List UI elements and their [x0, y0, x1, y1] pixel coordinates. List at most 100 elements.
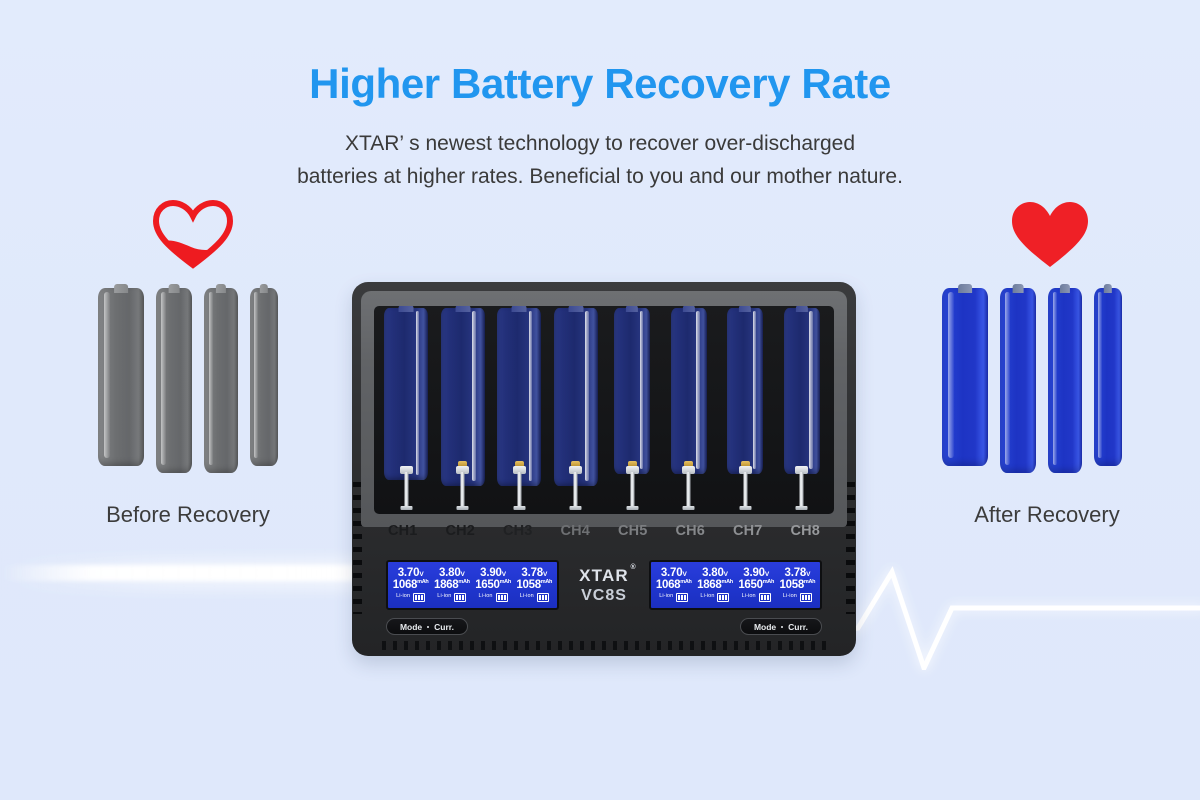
model-name: VC8S [581, 586, 627, 604]
battery-level-icon [495, 592, 508, 602]
spring-contact-ch8 [795, 464, 809, 510]
display-area: 3.70V 1068mAh Li-ion 3.80V 1868mAh Li-io… [386, 558, 822, 612]
brand-name: XTAR [579, 565, 629, 585]
after-battery-1 [942, 284, 988, 466]
lcd-cell-1: 3.70V 1068mAh Li-ion [390, 565, 431, 605]
lcd-voltage-unit: V [723, 571, 728, 579]
lcd-capacity-unit: mAh [721, 579, 733, 586]
battery-bay [374, 306, 834, 514]
channel-label-ch7: CH7 [732, 523, 763, 539]
channel-label-ch4: CH4 [560, 523, 591, 539]
lcd-capacity: 1868 [697, 579, 722, 591]
slot-ch4[interactable] [548, 306, 605, 514]
lcd-cell-6: 3.80V 1868mAh Li-ion [694, 565, 735, 605]
lcd-cell-2: 3.80V 1868mAh Li-ion [431, 565, 472, 605]
lcd-capacity: 1058 [516, 579, 541, 591]
page-title: Higher Battery Recovery Rate [309, 60, 891, 107]
lcd-capacity-unit: mAh [417, 579, 429, 586]
lcd-capacity-unit: mAh [680, 579, 692, 586]
lcd-capacity: 1650 [738, 579, 763, 591]
channel-label-ch3: CH3 [502, 523, 533, 539]
after-battery-2 [1000, 284, 1036, 473]
channel-label-ch1: CH1 [387, 523, 418, 539]
lcd-voltage-unit: V [460, 571, 465, 579]
battery-level-icon [717, 592, 730, 602]
lcd-voltage: 3.90 [743, 567, 765, 580]
mode-curr-button-left[interactable]: Mode Curr. [386, 618, 468, 635]
lcd-chemistry: Li-ion [519, 593, 534, 600]
slot-ch1[interactable] [378, 306, 435, 514]
page-subtitle: XTAR’ s newest technology to recover ove… [0, 127, 1200, 193]
lcd-chemistry: Li-ion [396, 593, 411, 600]
curr-label: Curr. [434, 621, 455, 632]
lcd-voltage-unit: V [764, 571, 770, 579]
lcd-cell-4: 3.78V 1058mAh Li-ion [514, 565, 555, 605]
lcd-chemistry: Li-ion [659, 593, 674, 600]
bottom-vent-slots [382, 641, 826, 650]
lcd-chemistry: Li-ion [700, 593, 715, 600]
before-battery-4 [250, 284, 278, 466]
lcd-capacity: 1068 [655, 579, 681, 591]
mode-curr-button-right[interactable]: Mode Curr. [740, 618, 822, 635]
before-battery-row [38, 284, 338, 488]
battery-level-icon [536, 592, 549, 602]
lcd-voltage: 3.90 [480, 567, 502, 580]
lcd-capacity-unit: mAh [540, 579, 553, 586]
lcd-capacity: 1068 [392, 579, 418, 591]
lcd-voltage: 3.78 [521, 567, 543, 580]
battery-level-icon [799, 592, 812, 602]
button-row: Mode Curr. Mode Curr. [386, 618, 822, 638]
brand-logo: XTAR ® VC8S [559, 564, 649, 605]
lcd-voltage: 3.70 [397, 567, 420, 580]
subtitle-line-1: XTAR’ s newest technology to recover ove… [344, 132, 856, 155]
lcd-voltage: 3.80 [438, 567, 461, 580]
slot-ch5[interactable] [604, 306, 661, 514]
subtitle-line-2: batteries at higher rates. Beneficial to… [297, 165, 903, 188]
lcd-voltage-unit: V [501, 571, 506, 579]
lcd-cell-8: 3.78V 1058mAh Li-ion [777, 565, 818, 605]
before-battery-3 [204, 284, 238, 473]
slot-ch3[interactable] [491, 306, 548, 514]
lcd-voltage: 3.78 [784, 567, 807, 580]
after-battery-3 [1048, 284, 1082, 473]
separator-dot-icon [781, 625, 784, 628]
battery-level-icon [758, 592, 771, 602]
slot-ch8[interactable] [774, 306, 831, 514]
lcd-chemistry: Li-ion [741, 593, 756, 600]
spring-contact-ch1 [399, 464, 413, 510]
lcd-capacity: 1650 [475, 579, 500, 591]
vent-ridge-left [353, 482, 362, 614]
slot-ch7[interactable] [717, 306, 774, 514]
before-recovery-group: Before Recovery [38, 196, 338, 528]
lcd-display-right[interactable]: 3.70V 1068mAh Li-ion 3.80V 1868mAh Li-io… [649, 560, 822, 610]
after-battery-4 [1094, 284, 1122, 466]
lcd-chemistry: Li-ion [437, 593, 452, 600]
channel-label-ch2: CH2 [445, 523, 476, 539]
channel-label-ch5: CH5 [617, 523, 648, 539]
slot-ch6[interactable] [661, 306, 718, 514]
glow-line-left [0, 565, 420, 581]
battery-level-icon [454, 592, 467, 602]
lcd-capacity-unit: mAh [803, 579, 816, 586]
lcd-voltage: 3.70 [660, 567, 683, 580]
spring-contact-ch6 [682, 461, 696, 510]
separator-dot-icon [427, 625, 430, 628]
mode-label: Mode [399, 621, 423, 632]
spring-contact-ch7 [738, 461, 752, 510]
before-battery-1 [98, 284, 144, 466]
lcd-capacity-unit: mAh [458, 579, 470, 586]
after-battery-row [882, 284, 1182, 488]
spring-contact-ch2 [456, 461, 470, 510]
spring-contact-ch4 [569, 461, 583, 510]
slot-ch2[interactable] [435, 306, 492, 514]
lcd-voltage-unit: V [682, 571, 687, 579]
lcd-voltage-unit: V [419, 571, 424, 579]
lcd-capacity: 1868 [433, 579, 459, 591]
channel-label-strip: CH1 CH2 CH3 CH4 CH5 CH6 CH7 CH8 [374, 518, 834, 544]
after-recovery-group: After Recovery [882, 196, 1182, 528]
lcd-display-left[interactable]: 3.70V 1068mAh Li-ion 3.80V 1868mAh Li-io… [386, 560, 559, 610]
heart-filled-icon [882, 196, 1182, 272]
spring-contact-ch5 [625, 461, 639, 510]
battery-level-icon [676, 592, 689, 602]
lcd-voltage-unit: V [542, 571, 548, 579]
